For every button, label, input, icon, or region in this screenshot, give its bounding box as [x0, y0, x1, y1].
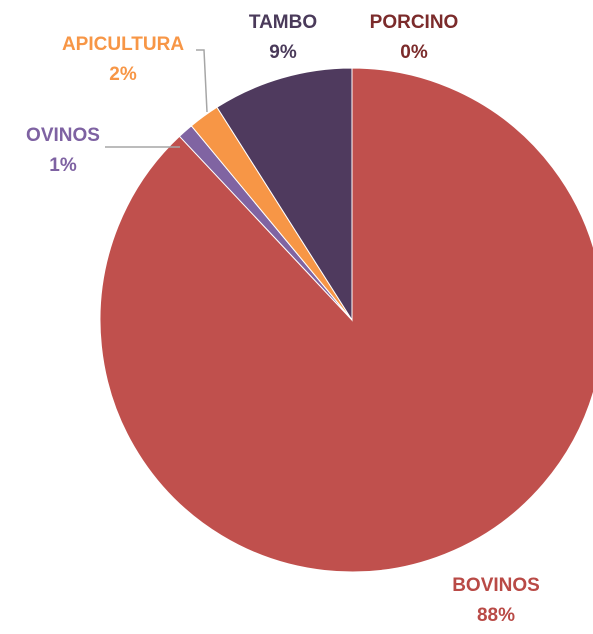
- slice-percent-porcino: 0%: [400, 42, 428, 63]
- leader-line-apicultura: [196, 49, 208, 113]
- slice-percent-apicultura: 2%: [109, 64, 137, 85]
- leader-lines: [105, 49, 208, 148]
- slice-label-bovinos: BOVINOS: [452, 575, 540, 596]
- slice-label-apicultura: APICULTURA: [62, 34, 184, 55]
- pie-slice-bovinos: [99, 67, 593, 573]
- slice-label-tambo: TAMBO: [249, 12, 317, 33]
- slice-percent-ovinos: 1%: [49, 155, 77, 176]
- slice-percent-tambo: 9%: [269, 42, 297, 63]
- pie-slice-tambo: [216, 67, 353, 322]
- slice-label-porcino: PORCINO: [370, 12, 459, 33]
- slice-percent-bovinos: 88%: [477, 605, 515, 626]
- slice-label-ovinos: OVINOS: [26, 125, 100, 146]
- pie-slices: [99, 67, 593, 573]
- slice-labels: BOVINOS 88% OVINOS 1% APICULTURA 2% TAMBO 9% POR…: [26, 12, 540, 626]
